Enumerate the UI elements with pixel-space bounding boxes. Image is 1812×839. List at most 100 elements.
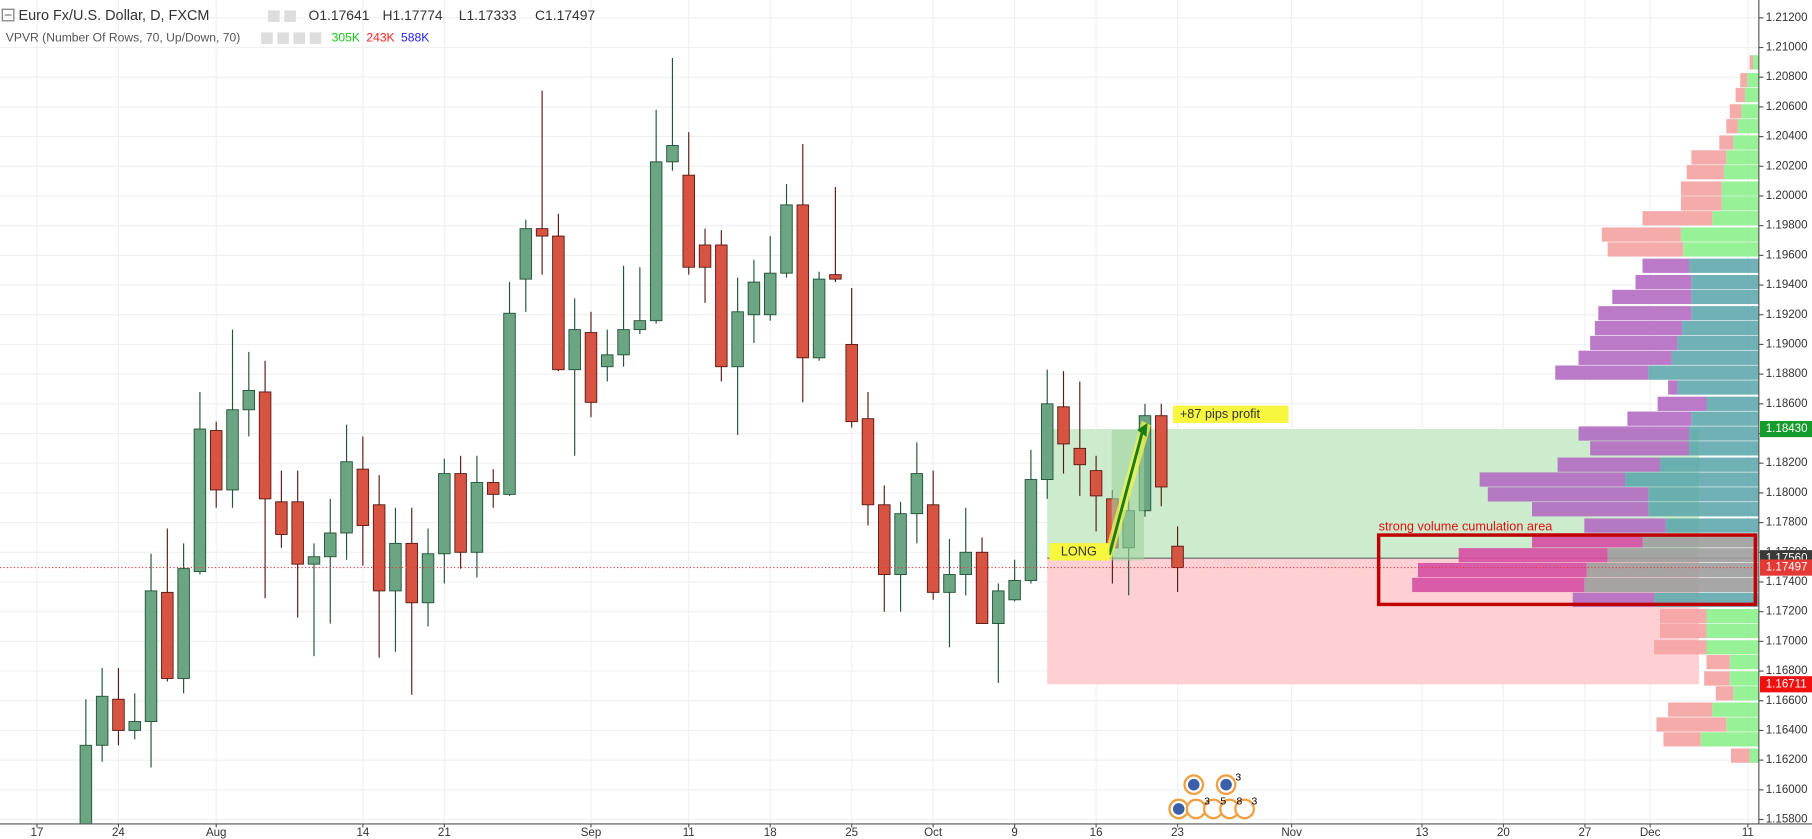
x-tick-label: 23 (1171, 827, 1184, 839)
event-count: 3 (1204, 797, 1210, 808)
y-tick-label: 1.16600 (1766, 695, 1808, 707)
candle-body (177, 568, 190, 679)
candle-body (959, 551, 972, 576)
candle-body (666, 145, 679, 163)
profile-down (1487, 487, 1649, 502)
candle-body (454, 473, 467, 553)
indicator-icon[interactable] (277, 32, 289, 44)
candle-body (275, 501, 288, 535)
profile-up (1648, 487, 1759, 502)
annotation-box (1376, 533, 1758, 607)
profile-down (1729, 104, 1742, 119)
y-tick-label: 1.17000 (1766, 635, 1808, 647)
candle-body (372, 504, 386, 592)
x-tick-label: 9 (1011, 827, 1017, 839)
profile-up (1726, 717, 1759, 732)
annotation-text: strong volume cumulation area (1379, 518, 1554, 533)
indicator-icon[interactable] (309, 32, 322, 44)
x-tick-label: 14 (356, 827, 369, 839)
event-count: 5 (1220, 797, 1226, 808)
event-icon[interactable] (1185, 798, 1207, 820)
profile-down (1557, 457, 1660, 472)
profile-down (1555, 365, 1649, 380)
candle-body (552, 235, 565, 371)
x-tick-label: 24 (112, 827, 125, 839)
candle-body (715, 244, 728, 368)
ohlc-close: C1.17497 (535, 7, 595, 23)
profile-up (1733, 135, 1759, 150)
symbol-title: Euro Fx/U.S. Dollar, D, FXCM (18, 8, 209, 24)
y-tick-label: 1.16400 (1766, 724, 1808, 736)
profile-up (1680, 227, 1759, 242)
profile-up (1706, 623, 1759, 639)
price-tag (1759, 420, 1812, 438)
long-label: LONG (1061, 544, 1097, 559)
candle-body (209, 430, 223, 491)
profile-up (1733, 686, 1759, 701)
ohlc-low: L1.17333 (459, 7, 517, 23)
settings-icon[interactable] (284, 10, 296, 22)
candle-body (112, 698, 125, 731)
profile-up (1744, 87, 1759, 103)
profile-up (1747, 73, 1759, 88)
profit-label: +87 pips profit (1180, 406, 1261, 421)
candle-body (95, 695, 109, 746)
price-tag-label: 1.18430 (1766, 423, 1808, 435)
event-count: 3 (1235, 772, 1241, 783)
profile-up (1584, 577, 1759, 593)
profile-up (1642, 533, 1759, 548)
candle-body (356, 468, 370, 527)
profile-down (1607, 242, 1684, 257)
candle-body (324, 532, 337, 558)
x-tick-label: 17 (31, 827, 44, 839)
y-tick-label: 1.21200 (1766, 12, 1808, 24)
y-tick-label: 1.15800 (1766, 814, 1808, 826)
profile-up (1706, 396, 1759, 411)
candle-body (1057, 406, 1070, 445)
x-tick-label: 13 (1416, 827, 1429, 839)
profile-up (1607, 548, 1759, 563)
y-tick-label: 1.20000 (1766, 190, 1808, 202)
y-tick-label: 1.18800 (1766, 368, 1808, 380)
price-tag-label: 1.16711 (1766, 678, 1807, 690)
settings-icon[interactable] (268, 10, 280, 22)
y-tick-label: 1.19600 (1766, 249, 1808, 261)
profile-up (1689, 258, 1759, 273)
profile-layer (1412, 55, 1759, 763)
events: 3 3 5 8 3 (1168, 772, 1258, 820)
price-tag (1759, 676, 1812, 693)
profile-down (1584, 518, 1666, 533)
candle-body (161, 591, 174, 679)
candle-body (193, 428, 207, 573)
price-tag-label: 1.17497 (1766, 562, 1808, 574)
event-flag (1172, 803, 1185, 815)
candle-body (780, 204, 793, 274)
profile-up (1706, 640, 1759, 655)
candle-body (992, 590, 1005, 625)
y-tick-label: 1.17800 (1766, 517, 1808, 529)
candle-body (894, 513, 907, 576)
profile-down (1594, 320, 1683, 336)
x-tick-label: 27 (1579, 827, 1592, 839)
profile-down (1590, 335, 1678, 351)
candle-body (128, 721, 141, 731)
event-icon[interactable] (1234, 798, 1255, 820)
profile-down (1668, 702, 1713, 717)
profile-down (1704, 671, 1730, 686)
indicator-icon[interactable] (261, 32, 273, 44)
candle-body (601, 354, 614, 368)
profile-down (1659, 623, 1707, 639)
indicator-title: VPVR (Number Of Rows, 70, Up/Down, 70) (6, 30, 241, 44)
profile-up (1677, 335, 1759, 351)
profile-up (1677, 380, 1759, 395)
candle-body (340, 461, 353, 534)
y-tick-label: 1.19200 (1766, 309, 1808, 321)
profile-up (1689, 441, 1759, 456)
candle-body (975, 551, 989, 625)
profile-up (1741, 104, 1759, 119)
indicator-icon[interactable] (293, 32, 306, 44)
candle-body (226, 409, 239, 491)
candle-body (1073, 447, 1087, 466)
profile-up (1691, 411, 1759, 426)
collapse-icon[interactable] (1, 8, 15, 22)
